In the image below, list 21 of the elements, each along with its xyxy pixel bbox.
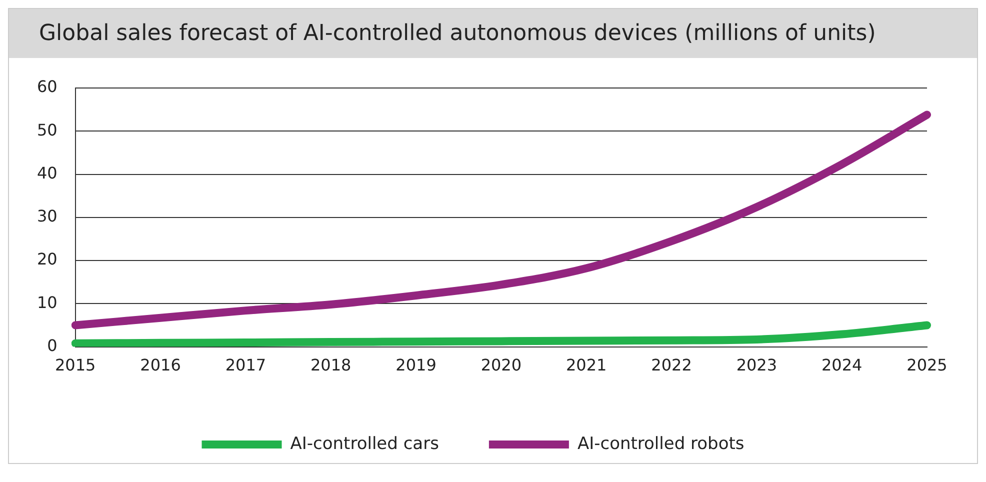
x-tick-label: 2016	[140, 356, 181, 375]
x-tick-label: 2015	[55, 356, 96, 375]
x-tick-label: 2019	[396, 356, 436, 375]
legend-label: AI-controlled robots	[577, 434, 744, 454]
chart-title: Global sales forecast of AI-controlled autonomous devices (millions of units)	[9, 9, 977, 58]
y-tick-label: 0	[47, 336, 58, 355]
x-tick-label: 2022	[651, 356, 692, 375]
legend-label: AI-controlled cars	[290, 434, 440, 454]
x-tick-label: 2017	[225, 356, 266, 375]
x-tick-label: 2021	[566, 356, 607, 375]
y-tick-label: 10	[37, 292, 58, 312]
y-tick-label: 60	[37, 77, 58, 96]
y-tick-label: 40	[37, 163, 58, 182]
x-tick-label: 2018	[310, 356, 352, 375]
y-tick-label: 30	[37, 206, 58, 226]
x-tick-label: 2023	[736, 356, 778, 375]
y-tick-label: 20	[37, 250, 58, 269]
x-tick-label: 2024	[821, 356, 862, 375]
x-tick-label: 2020	[480, 356, 522, 375]
y-tick-label: 50	[37, 120, 58, 140]
x-tick-label: 2025	[906, 356, 948, 375]
